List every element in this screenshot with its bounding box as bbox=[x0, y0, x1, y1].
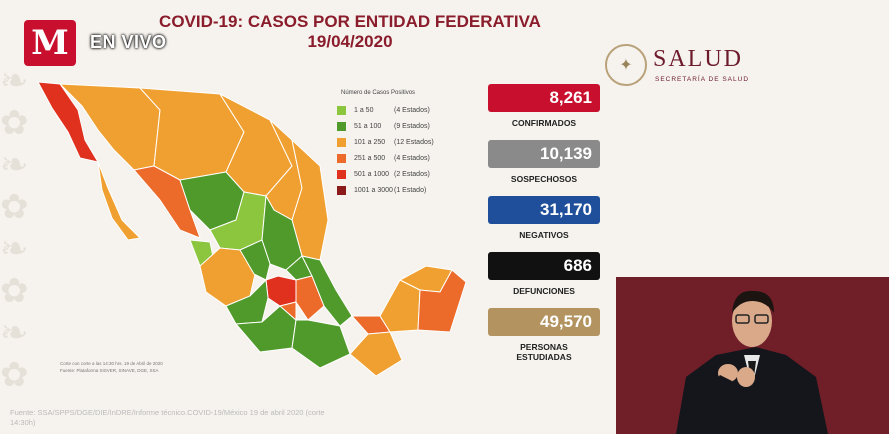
state-mexico bbox=[265, 275, 297, 307]
legend-swatch bbox=[337, 121, 346, 131]
legend-swatch bbox=[337, 185, 346, 195]
legend-range: 501 a 1000 bbox=[354, 170, 390, 178]
legend-item: 101 a 250 (12 Estados) bbox=[337, 134, 454, 150]
state-morelos bbox=[278, 301, 297, 322]
stat-confirmados: 8,261 CONFIRMADOS bbox=[488, 84, 600, 128]
map-legend: Número de Casos Positivos 1 a 50 (4 Esta… bbox=[337, 90, 454, 198]
state-puebla bbox=[295, 275, 325, 321]
note-line: Fuente: Plataforma SISVER, SINAVE, DGE, … bbox=[60, 368, 159, 373]
legend-item: 1001 a 3000 (1 Estado) bbox=[337, 182, 454, 198]
state-baja-california-sur bbox=[97, 161, 142, 241]
live-label: EN VIVO bbox=[90, 32, 167, 52]
stat-label: CONFIRMADOS bbox=[511, 118, 577, 128]
legend-range: 1001 a 3000 bbox=[354, 186, 393, 194]
legend-swatch bbox=[337, 169, 346, 179]
legend-item: 1 a 50 (4 Estados) bbox=[337, 102, 454, 118]
legend-count: (4 Estados) bbox=[394, 154, 430, 162]
brand-subtitle: SECRETARÍA DE SALUD bbox=[655, 76, 750, 83]
milenio-logo: M bbox=[24, 20, 76, 66]
legend-count: (12 Estados) bbox=[394, 138, 434, 146]
state-chiapas bbox=[349, 331, 403, 377]
stat-value: 8,261 bbox=[488, 84, 600, 112]
state-jalisco bbox=[199, 247, 257, 307]
stat-value: 49,570 bbox=[488, 308, 600, 336]
stat-value: 10,139 bbox=[488, 140, 600, 168]
mexico-map bbox=[37, 81, 467, 377]
legend-item: 501 a 1000 (2 Estados) bbox=[337, 166, 454, 182]
stat-negativos: 31,170 NEGATIVOS bbox=[488, 196, 600, 240]
legend-swatch bbox=[337, 105, 346, 115]
source-footnote: Fuente: SSA/SPPS/DGE/DIE/InDRE/Informe t… bbox=[10, 408, 325, 427]
stat-sospechosos: 10,139 SOSPECHOSOS bbox=[488, 140, 600, 184]
sign-language-interpreter-video bbox=[616, 277, 889, 434]
stat-value: 686 bbox=[488, 252, 600, 280]
legend-title: Número de Casos Positivos bbox=[341, 90, 416, 96]
legend-swatch bbox=[337, 153, 346, 163]
stat-defunciones: 686 DEFUNCIONES bbox=[488, 252, 600, 296]
interpreter-figure bbox=[616, 277, 889, 434]
legend-count: (1 Estado) bbox=[394, 186, 427, 194]
stat-personas-estudiadas: 49,570 PERSONAS ESTUDIADAS bbox=[488, 308, 600, 362]
title-date: 19/04/2020 bbox=[307, 32, 393, 51]
note-line: Corte con corte a las 14:30 hrs. 19 de A… bbox=[60, 361, 163, 366]
state-guanajuato bbox=[239, 239, 271, 281]
title-line-1: COVID-19: CASOS POR ENTIDAD FEDERATIVA bbox=[159, 12, 541, 31]
state-quintana-roo bbox=[417, 269, 467, 333]
brand-name: SALUD bbox=[653, 46, 744, 72]
legend-item: 51 a 100 (9 Estados) bbox=[337, 118, 454, 134]
stat-label: NEGATIVOS bbox=[519, 230, 569, 240]
legend-count: (4 Estados) bbox=[394, 106, 430, 114]
state-campeche bbox=[379, 279, 421, 333]
legend-item: 251 a 500 (4 Estados) bbox=[337, 150, 454, 166]
legend-range: 1 a 50 bbox=[354, 106, 374, 114]
stat-label: DEFUNCIONES bbox=[513, 286, 575, 296]
legend-count: (9 Estados) bbox=[394, 122, 430, 130]
stat-label: SOSPECHOSOS bbox=[510, 174, 578, 184]
map-notes: Corte con corte a las 14:30 hrs. 19 de A… bbox=[60, 360, 163, 374]
slide-title: COVID-19: CASOS POR ENTIDAD FEDERATIVA 1… bbox=[150, 12, 550, 52]
legend-range: 251 a 500 bbox=[354, 154, 386, 162]
state-oaxaca bbox=[291, 319, 351, 369]
state-san-luis-potosi bbox=[261, 194, 303, 271]
national-seal-icon: ✦ bbox=[605, 44, 647, 86]
state-sinaloa bbox=[133, 165, 201, 239]
legend-swatch bbox=[337, 137, 346, 147]
stat-value: 31,170 bbox=[488, 196, 600, 224]
legend-count: (2 Estados) bbox=[394, 170, 430, 178]
legend-range: 101 a 250 bbox=[354, 138, 386, 146]
legend-range: 51 a 100 bbox=[354, 122, 382, 130]
stat-label: PERSONAS ESTUDIADAS bbox=[516, 342, 572, 362]
state-veracruz bbox=[301, 255, 353, 327]
background-pattern: ❧ ✿ ❧ ✿ ❧ ✿ ❧ ✿ bbox=[0, 61, 29, 395]
logo-letter: M bbox=[31, 23, 69, 63]
